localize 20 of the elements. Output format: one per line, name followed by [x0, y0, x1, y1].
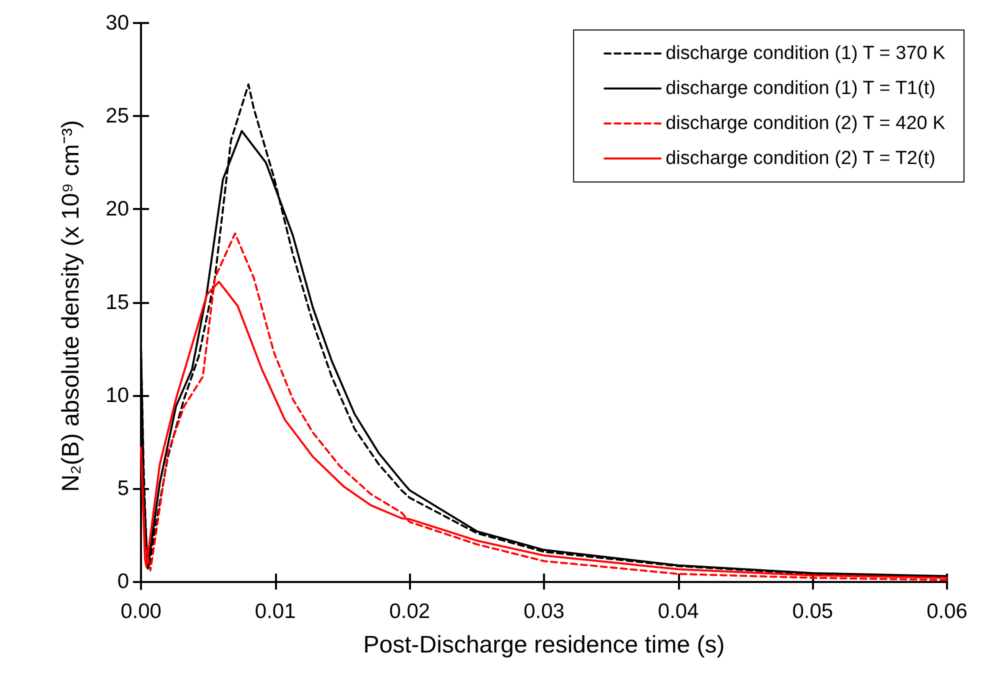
- legend-label: discharge condition (1) T = 370 K: [666, 43, 946, 64]
- x-axis-title: Post-Discharge residence time (s): [363, 632, 725, 658]
- x-tick-label: 0.02: [389, 600, 430, 623]
- y-tick-label: 0: [117, 570, 129, 594]
- y-tick-label: 30: [106, 12, 129, 34]
- legend-label: discharge condition (2) T = 420 K: [666, 113, 946, 134]
- x-tick-label: 0.05: [792, 600, 834, 623]
- y-tick-label: 15: [106, 290, 129, 314]
- x-tick-label: 0.03: [524, 600, 564, 623]
- x-tick-label: 0.01: [254, 600, 296, 623]
- x-tick-label: 0.00: [120, 600, 162, 623]
- y-axis-title: N₂(B) absolute density (x 10⁹ cm⁻³): [58, 120, 84, 492]
- x-tick-label: 0.06: [926, 600, 968, 623]
- legend-label: discharge condition (1) T = T1(t): [666, 78, 936, 99]
- y-tick-label: 20: [106, 198, 129, 221]
- legend-label: discharge condition (2) T = T2(t): [666, 148, 936, 169]
- y-tick-label: 10: [106, 384, 129, 407]
- x-tick-label: 0.04: [658, 600, 700, 623]
- y-tick-label: 25: [106, 104, 129, 128]
- y-tick-label: 5: [117, 476, 129, 500]
